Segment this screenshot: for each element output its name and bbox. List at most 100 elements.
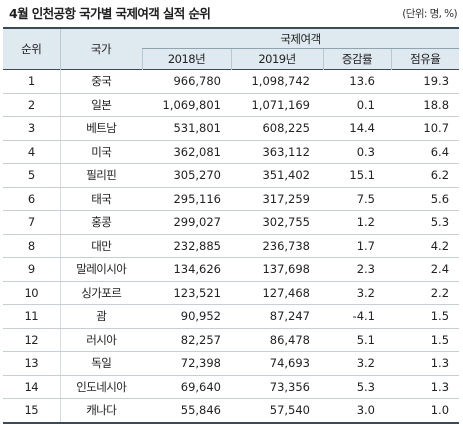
cell-2018: 69,640 <box>142 375 231 399</box>
cell-2019: 317,259 <box>231 187 323 211</box>
cell-country: 미국 <box>60 140 142 164</box>
header-country: 국가 <box>60 28 142 70</box>
cell-rank: 12 <box>3 328 61 352</box>
table-row: 13 독일 72,398 74,693 3.2 1.3 <box>3 351 460 376</box>
header-share: 점유율 <box>391 48 460 70</box>
cell-share: 1.3 <box>391 351 460 376</box>
cell-2018: 82,257 <box>142 328 231 352</box>
cell-growth: 5.1 <box>323 328 391 352</box>
cell-growth: 3.2 <box>323 281 391 305</box>
cell-rank: 15 <box>3 398 61 424</box>
cell-2019: 236,738 <box>231 234 323 258</box>
header-passenger-group: 국제여객 <box>142 28 460 49</box>
cell-country: 독일 <box>60 351 142 376</box>
cell-2018: 966,780 <box>142 69 231 94</box>
table-row: 15 캐나다 55,846 57,540 3.0 1.0 <box>3 398 460 424</box>
table-row: 2 일본 1,069,801 1,071,169 0.1 18.8 <box>3 93 460 117</box>
cell-rank: 14 <box>3 375 61 399</box>
cell-growth: 15.1 <box>323 163 391 188</box>
cell-share: 2.2 <box>391 281 460 305</box>
cell-2019: 608,225 <box>231 116 323 141</box>
cell-2018: 90,952 <box>142 304 231 329</box>
cell-share: 6.2 <box>391 163 460 188</box>
cell-share: 10.7 <box>391 116 460 141</box>
cell-2019: 73,356 <box>231 375 323 399</box>
cell-share: 5.3 <box>391 210 460 235</box>
table-body: 1 중국 966,780 1,098,742 13.6 19.3 2 일본 1,069,801 1… <box>3 69 460 424</box>
cell-rank: 5 <box>3 163 61 188</box>
cell-rank: 6 <box>3 187 61 211</box>
cell-2019: 74,693 <box>231 351 323 376</box>
cell-2019: 57,540 <box>231 398 323 424</box>
cell-rank: 10 <box>3 281 61 305</box>
cell-country: 괌 <box>60 304 142 329</box>
cell-rank: 2 <box>3 93 61 117</box>
cell-2019: 302,755 <box>231 210 323 235</box>
cell-country: 인도네시아 <box>60 375 142 399</box>
cell-2019: 86,478 <box>231 328 323 352</box>
cell-growth: 1.2 <box>323 210 391 235</box>
cell-rank: 1 <box>3 69 61 94</box>
cell-2018: 305,270 <box>142 163 231 188</box>
cell-share: 1.3 <box>391 375 460 399</box>
cell-country: 캐나다 <box>60 398 142 424</box>
cell-growth: 5.3 <box>323 375 391 399</box>
cell-rank: 8 <box>3 234 61 258</box>
cell-growth: 13.6 <box>323 69 391 94</box>
table-row: 6 태국 295,116 317,259 7.5 5.6 <box>3 187 460 211</box>
table-row: 10 싱가포르 123,521 127,468 3.2 2.2 <box>3 281 460 305</box>
table-row: 11 괌 90,952 87,247 -4.1 1.5 <box>3 304 460 329</box>
cell-2018: 72,398 <box>142 351 231 376</box>
cell-country: 중국 <box>60 69 142 94</box>
cell-growth: 0.1 <box>323 93 391 117</box>
cell-country: 필리핀 <box>60 163 142 188</box>
table-row: 1 중국 966,780 1,098,742 13.6 19.3 <box>3 69 460 94</box>
cell-2018: 232,885 <box>142 234 231 258</box>
cell-2018: 55,846 <box>142 398 231 424</box>
table-row: 9 말레이시아 134,626 137,698 2.3 2.4 <box>3 257 460 282</box>
cell-2019: 1,098,742 <box>231 69 323 94</box>
table-row: 7 홍콩 299,027 302,755 1.2 5.3 <box>3 210 460 235</box>
header-2019: 2019년 <box>231 48 324 70</box>
cell-growth: 14.4 <box>323 116 391 141</box>
ranking-table: 순위 국가 국제여객 2018년 2019년 증감률 점유율 1 중국 966,78… <box>3 27 460 424</box>
cell-country: 말레이시아 <box>60 257 142 282</box>
header-growth: 증감률 <box>323 48 392 70</box>
header-2018: 2018년 <box>141 48 232 70</box>
cell-share: 6.4 <box>391 140 460 164</box>
cell-growth: 2.3 <box>323 257 391 282</box>
cell-share: 1.5 <box>391 304 460 329</box>
cell-2018: 123,521 <box>142 281 231 305</box>
cell-rank: 4 <box>3 140 61 164</box>
cell-2018: 295,116 <box>142 187 231 211</box>
cell-2019: 137,698 <box>231 257 323 282</box>
table-row: 14 인도네시아 69,640 73,356 5.3 1.3 <box>3 375 460 399</box>
cell-2018: 531,801 <box>142 116 231 141</box>
cell-country: 일본 <box>60 93 142 117</box>
cell-share: 5.6 <box>391 187 460 211</box>
cell-country: 태국 <box>60 187 142 211</box>
cell-2019: 1,071,169 <box>231 93 323 117</box>
cell-share: 1.0 <box>391 398 460 424</box>
cell-growth: 7.5 <box>323 187 391 211</box>
cell-country: 홍콩 <box>60 210 142 235</box>
cell-rank: 3 <box>3 116 61 141</box>
page-title: 4월 인천공항 국가별 국제여객 실적 순위 <box>9 6 211 21</box>
cell-growth: 3.2 <box>323 351 391 376</box>
cell-share: 19.3 <box>391 69 460 94</box>
cell-2018: 362,081 <box>142 140 231 164</box>
header-rank: 순위 <box>3 28 61 70</box>
cell-2018: 299,027 <box>142 210 231 235</box>
cell-growth: 0.3 <box>323 140 391 164</box>
table-row: 3 베트남 531,801 608,225 14.4 10.7 <box>3 116 460 141</box>
cell-2019: 351,402 <box>231 163 323 188</box>
cell-country: 대만 <box>60 234 142 258</box>
cell-country: 러시아 <box>60 328 142 352</box>
cell-2019: 127,468 <box>231 281 323 305</box>
cell-rank: 9 <box>3 257 61 282</box>
table-row: 12 러시아 82,257 86,478 5.1 1.5 <box>3 328 460 352</box>
table-header: 순위 국가 국제여객 2018년 2019년 증감률 점유율 <box>3 28 460 70</box>
cell-growth: -4.1 <box>323 304 391 329</box>
table-row: 8 대만 232,885 236,738 1.7 4.2 <box>3 234 460 258</box>
